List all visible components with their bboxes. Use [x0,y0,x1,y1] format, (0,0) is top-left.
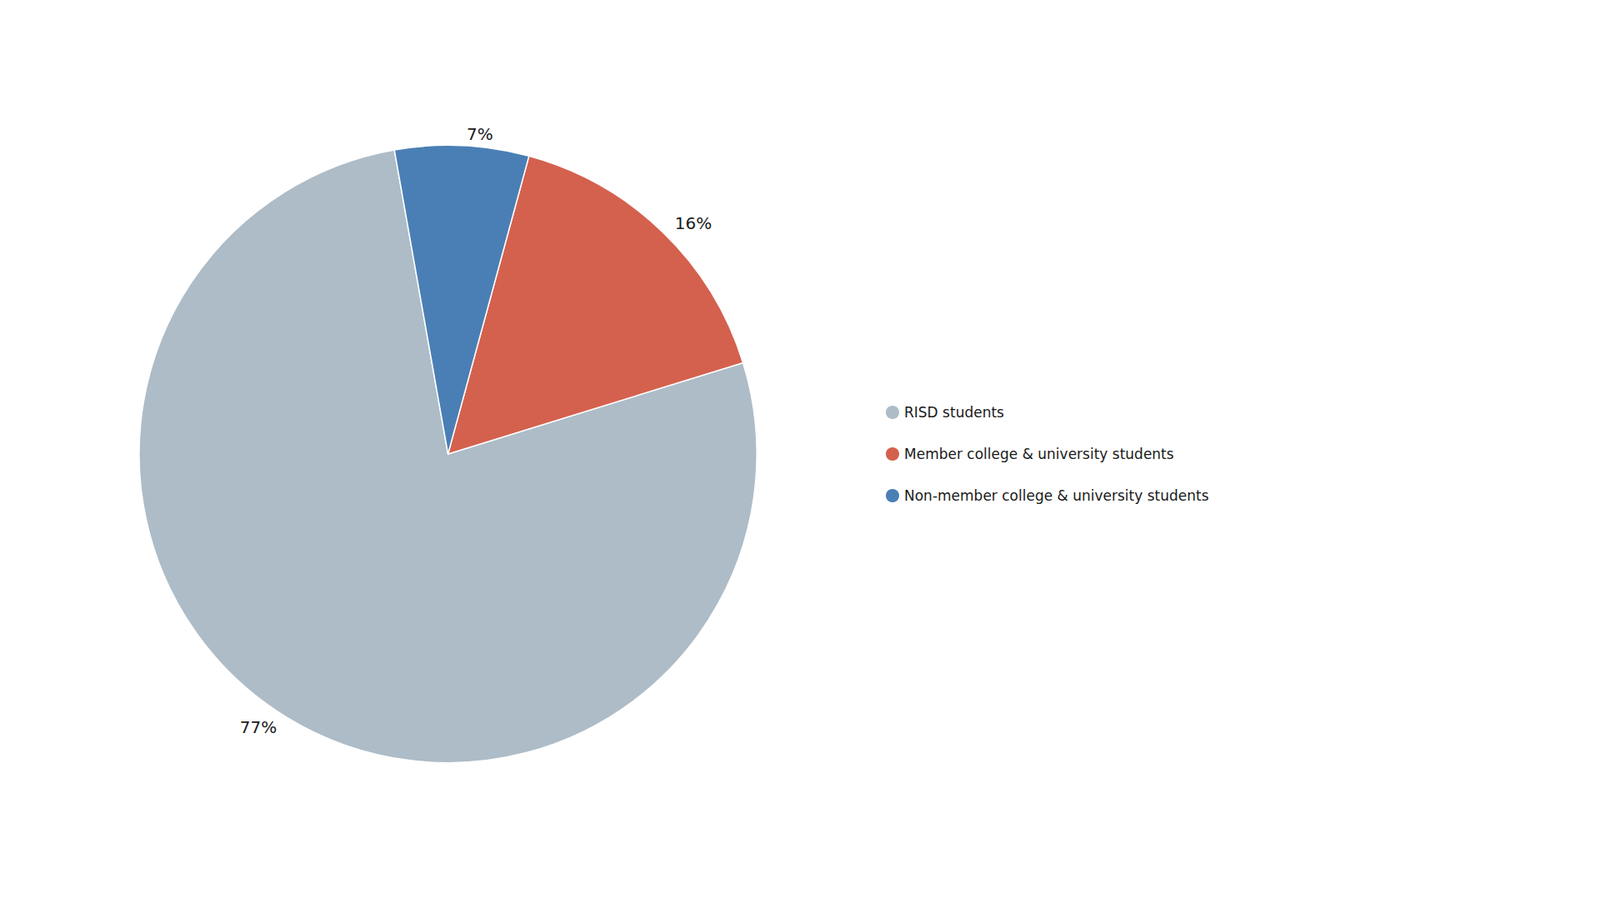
svg-text:77%: 77% [240,717,277,738]
svg-text:Non-member college & universit: Non-member college & university students [904,487,1210,505]
svg-text:7%: 7% [466,124,494,145]
svg-text:Member college & university st: Member college & university students [904,445,1175,463]
svg-text:RISD students: RISD students [904,404,1005,421]
svg-text:16%: 16% [675,213,712,234]
